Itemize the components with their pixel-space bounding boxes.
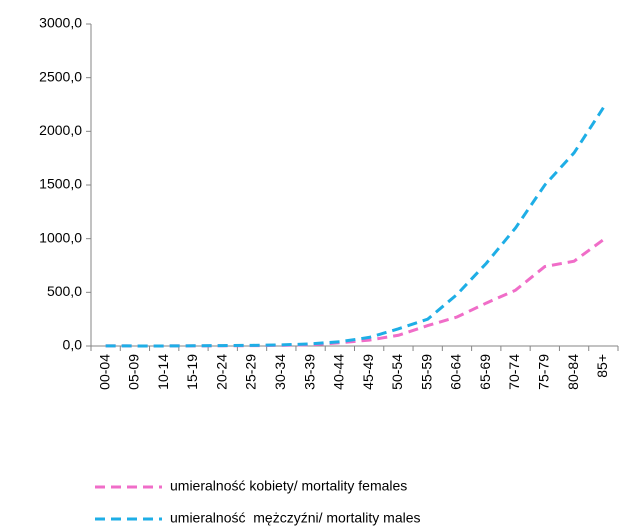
y-tick-label: 500,0	[47, 283, 82, 299]
y-tick-label: 1000,0	[39, 229, 82, 245]
x-tick-label: 50-54	[389, 354, 405, 390]
x-tick-label: 05-09	[126, 354, 142, 390]
legend-label: umieralność kobiety/ mortality females	[170, 478, 407, 494]
y-tick-label: 2000,0	[39, 122, 82, 138]
x-tick-label: 25-29	[243, 354, 259, 390]
x-tick-label: 20-24	[213, 354, 229, 390]
x-tick-label: 60-64	[448, 354, 464, 390]
x-tick-label: 55-59	[418, 354, 434, 390]
x-tick-label: 40-44	[331, 354, 347, 390]
y-tick-label: 2500,0	[39, 68, 82, 84]
x-tick-label: 45-49	[360, 354, 376, 390]
x-tick-label: 75-79	[536, 354, 552, 390]
x-tick-label: 15-19	[184, 354, 200, 390]
x-tick-label: 85+	[594, 354, 610, 378]
x-tick-label: 70-74	[506, 354, 522, 390]
y-tick-label: 1500,0	[39, 176, 82, 192]
y-tick-label: 0,0	[63, 337, 83, 353]
x-tick-label: 00-04	[96, 354, 112, 390]
x-tick-label: 10-14	[155, 354, 171, 390]
data-line	[105, 238, 605, 348]
x-tick-label: 65-69	[477, 354, 493, 390]
legend-label: umieralność mężczyźni/ mortality males	[170, 510, 421, 526]
x-tick-label: 35-39	[301, 354, 317, 390]
x-tick-label: 30-34	[272, 354, 288, 390]
y-tick-label: 3000,0	[39, 15, 82, 31]
x-tick-label: 80-84	[565, 354, 581, 390]
data-line	[105, 106, 605, 348]
